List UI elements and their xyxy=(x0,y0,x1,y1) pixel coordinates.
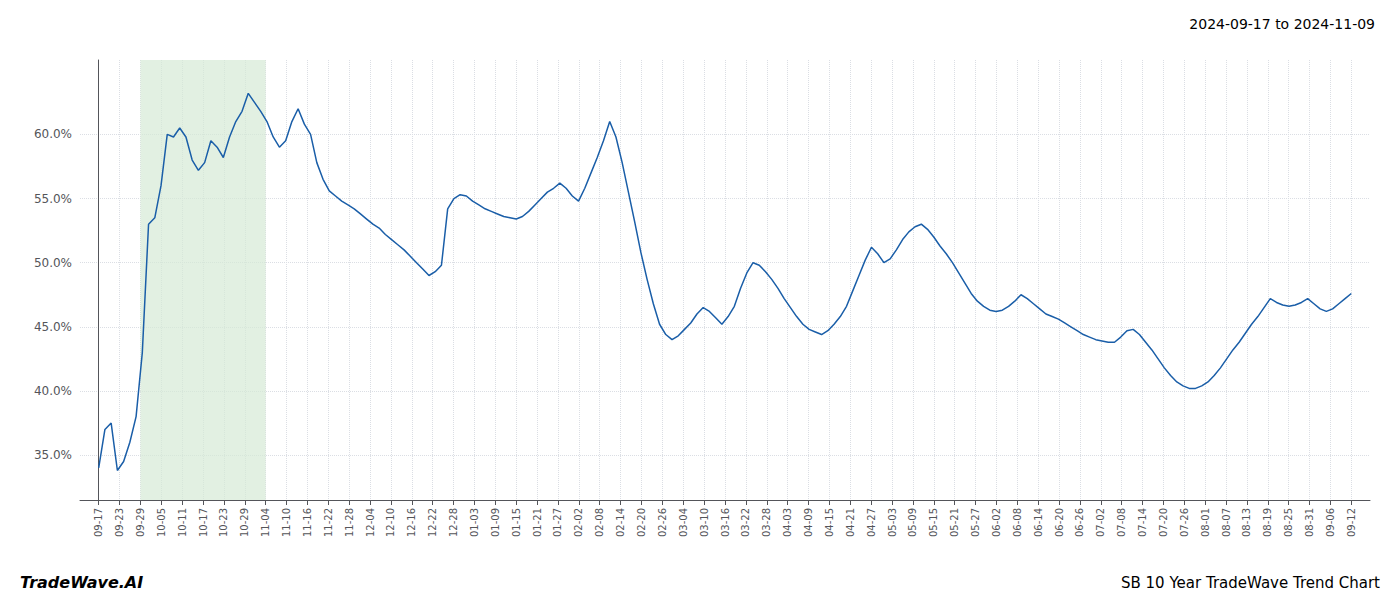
svg-text:06-02: 06-02 xyxy=(991,508,1002,537)
svg-text:12-04: 12-04 xyxy=(365,508,376,537)
svg-text:07-26: 07-26 xyxy=(1179,508,1190,537)
svg-text:04-27: 04-27 xyxy=(866,508,877,537)
svg-text:04-09: 04-09 xyxy=(803,508,814,537)
svg-text:06-08: 06-08 xyxy=(1012,508,1023,537)
svg-text:03-10: 03-10 xyxy=(699,508,710,537)
svg-text:05-21: 05-21 xyxy=(949,508,960,537)
svg-text:07-20: 07-20 xyxy=(1158,508,1169,537)
svg-text:03-22: 03-22 xyxy=(740,508,751,537)
svg-text:11-28: 11-28 xyxy=(344,508,355,537)
svg-text:09-06: 09-06 xyxy=(1325,508,1336,537)
svg-text:SB 10 Year TradeWave Trend Cha: SB 10 Year TradeWave Trend Chart xyxy=(1121,574,1380,592)
svg-text:06-14: 06-14 xyxy=(1033,508,1044,537)
svg-text:12-16: 12-16 xyxy=(406,508,417,537)
svg-text:11-10: 11-10 xyxy=(281,508,292,537)
svg-text:03-04: 03-04 xyxy=(678,508,689,537)
svg-text:08-31: 08-31 xyxy=(1304,508,1315,537)
svg-text:10-29: 10-29 xyxy=(239,508,250,537)
svg-text:01-09: 01-09 xyxy=(490,508,501,537)
svg-text:2024-09-17 to 2024-11-09: 2024-09-17 to 2024-11-09 xyxy=(1189,16,1375,32)
svg-text:40.0%: 40.0% xyxy=(34,384,72,398)
svg-text:01-03: 01-03 xyxy=(469,508,480,537)
svg-text:TradeWave.AI: TradeWave.AI xyxy=(20,573,143,592)
svg-text:02-02: 02-02 xyxy=(573,508,584,537)
svg-text:05-09: 05-09 xyxy=(907,508,918,537)
svg-text:02-26: 02-26 xyxy=(657,508,668,537)
svg-text:12-22: 12-22 xyxy=(427,508,438,537)
svg-text:11-16: 11-16 xyxy=(302,508,313,537)
svg-text:06-20: 06-20 xyxy=(1054,508,1065,537)
svg-text:07-02: 07-02 xyxy=(1095,508,1106,537)
svg-text:09-23: 09-23 xyxy=(114,508,125,537)
svg-text:08-25: 08-25 xyxy=(1283,508,1294,537)
svg-text:50.0%: 50.0% xyxy=(34,256,72,270)
svg-text:09-12: 09-12 xyxy=(1346,508,1357,537)
svg-text:03-28: 03-28 xyxy=(761,508,772,537)
svg-text:11-04: 11-04 xyxy=(260,508,271,537)
svg-text:10-23: 10-23 xyxy=(218,508,229,537)
svg-text:55.0%: 55.0% xyxy=(34,192,72,206)
svg-text:08-19: 08-19 xyxy=(1262,508,1273,537)
svg-text:09-29: 09-29 xyxy=(135,508,146,537)
svg-text:04-21: 04-21 xyxy=(845,508,856,537)
svg-text:35.0%: 35.0% xyxy=(34,448,72,462)
svg-text:03-16: 03-16 xyxy=(720,508,731,537)
svg-text:05-27: 05-27 xyxy=(970,508,981,537)
svg-text:45.0%: 45.0% xyxy=(34,320,72,334)
svg-text:04-03: 04-03 xyxy=(782,508,793,537)
svg-text:04-15: 04-15 xyxy=(824,508,835,537)
svg-text:60.0%: 60.0% xyxy=(34,127,72,141)
svg-text:01-21: 01-21 xyxy=(532,508,543,537)
svg-text:10-05: 10-05 xyxy=(156,508,167,537)
svg-text:10-11: 10-11 xyxy=(177,508,188,537)
svg-text:08-13: 08-13 xyxy=(1241,508,1252,537)
svg-text:12-10: 12-10 xyxy=(385,508,396,537)
svg-text:07-14: 07-14 xyxy=(1137,508,1148,537)
svg-text:11-22: 11-22 xyxy=(323,508,334,537)
svg-text:06-26: 06-26 xyxy=(1074,508,1085,537)
svg-text:08-07: 08-07 xyxy=(1221,508,1232,537)
svg-text:05-03: 05-03 xyxy=(887,508,898,537)
svg-text:05-15: 05-15 xyxy=(928,508,939,537)
svg-text:09-17: 09-17 xyxy=(93,508,104,537)
svg-text:02-20: 02-20 xyxy=(636,508,647,537)
svg-text:07-08: 07-08 xyxy=(1116,508,1127,537)
svg-text:12-28: 12-28 xyxy=(448,508,459,537)
svg-text:10-17: 10-17 xyxy=(198,508,209,537)
svg-text:01-27: 01-27 xyxy=(552,508,563,537)
svg-text:02-08: 02-08 xyxy=(594,508,605,537)
svg-text:02-14: 02-14 xyxy=(615,508,626,537)
svg-text:01-15: 01-15 xyxy=(511,508,522,537)
svg-text:08-01: 08-01 xyxy=(1200,508,1211,537)
